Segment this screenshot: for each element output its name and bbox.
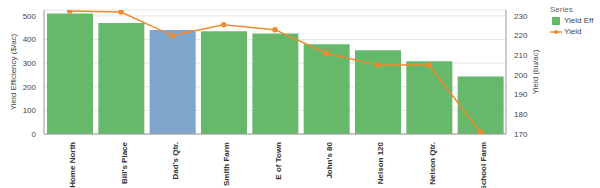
svg-text:Yield Efficiency ($/ac): Yield Efficiency ($/ac) xyxy=(9,33,18,110)
svg-text:500: 500 xyxy=(23,12,37,21)
svg-text:Home North: Home North xyxy=(68,142,77,188)
svg-text:School Farm: School Farm xyxy=(479,142,488,188)
svg-text:0: 0 xyxy=(32,130,37,139)
svg-text:Yield (bu/ac): Yield (bu/ac) xyxy=(531,49,540,94)
svg-text:E of Town: E of Town xyxy=(274,142,283,180)
svg-text:Nelson Qtr.: Nelson Qtr. xyxy=(428,142,437,185)
html-text:Yield Eff: Yield Eff xyxy=(564,16,594,25)
html-text:Yield: Yield xyxy=(564,27,582,36)
html-text:Series: Series xyxy=(550,5,573,14)
svg-text:220: 220 xyxy=(514,31,528,40)
svg-text:Smith Farm: Smith Farm xyxy=(222,142,231,186)
svg-text:Nelson 120: Nelson 120 xyxy=(376,141,385,184)
svg-text:300: 300 xyxy=(23,59,37,68)
svg-text:John's 80: John's 80 xyxy=(325,141,334,178)
svg-text:170: 170 xyxy=(514,130,528,139)
svg-text:230: 230 xyxy=(514,12,528,21)
svg-text:210: 210 xyxy=(514,51,528,60)
svg-text:Dad's Qtr.: Dad's Qtr. xyxy=(171,142,180,179)
svg-text:180: 180 xyxy=(514,110,528,119)
svg-text:Bill's Place: Bill's Place xyxy=(120,141,129,183)
svg-text:190: 190 xyxy=(514,90,528,99)
svg-text:200: 200 xyxy=(23,83,37,92)
svg-text:400: 400 xyxy=(23,35,37,44)
svg-text:200: 200 xyxy=(514,71,528,80)
svg-text:100: 100 xyxy=(23,106,37,115)
